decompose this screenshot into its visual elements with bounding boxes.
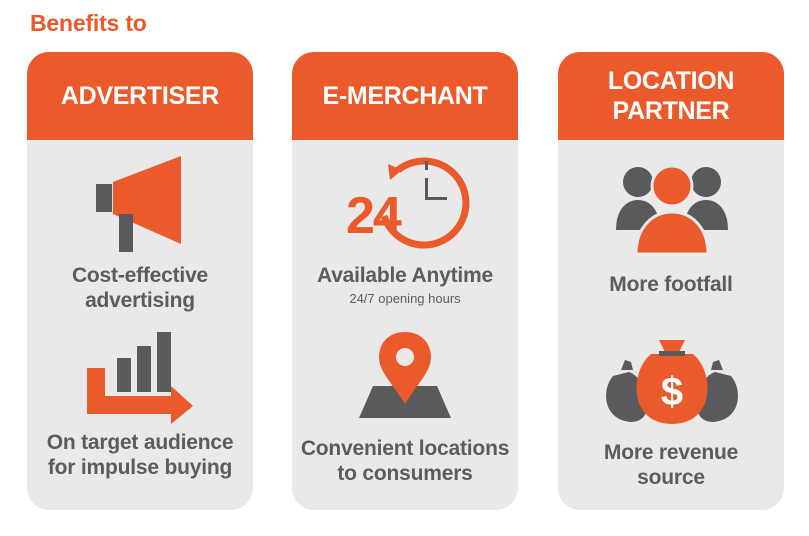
benefit-label: Convenient locations to consumers bbox=[300, 437, 510, 485]
dollar-sign-text: $ bbox=[660, 370, 684, 414]
benefit-label: On target audience for impulse buying bbox=[46, 431, 234, 479]
card-header: ADVERTISER bbox=[27, 52, 253, 140]
money-bags-icon: $ bbox=[601, 334, 743, 430]
card-header-label: E-MERCHANT bbox=[322, 82, 488, 110]
location-partner-card: LOCATION PARTNER More footfall $ More re… bbox=[558, 52, 784, 510]
benefit-label: Available Anytime bbox=[317, 264, 493, 287]
benefit-sublabel: 24/7 opening hours bbox=[349, 291, 461, 306]
benefit-label: More footfall bbox=[609, 273, 733, 296]
card-header-label: LOCATION PARTNER bbox=[607, 67, 735, 125]
page-title: Benefits to bbox=[30, 10, 147, 36]
benefit-label: More revenue source bbox=[603, 441, 739, 489]
clock-24-text: 24 bbox=[346, 187, 402, 245]
map-pin-icon bbox=[359, 332, 451, 418]
e-merchant-card: E-MERCHANT 24 Available Anytime 24/7 ope… bbox=[292, 52, 518, 510]
card-header: LOCATION PARTNER bbox=[558, 52, 784, 140]
24-hour-clock-icon: 24 bbox=[340, 156, 470, 256]
benefit-label: Cost-effective advertising bbox=[71, 264, 209, 312]
people-group-icon bbox=[616, 164, 728, 256]
card-header-label: ADVERTISER bbox=[60, 82, 220, 110]
bar-chart-arrow-icon bbox=[87, 332, 193, 424]
megaphone-icon bbox=[96, 156, 181, 252]
card-header: E-MERCHANT bbox=[292, 52, 518, 140]
advertiser-card: ADVERTISER Cost-effective advertising On… bbox=[27, 52, 253, 510]
